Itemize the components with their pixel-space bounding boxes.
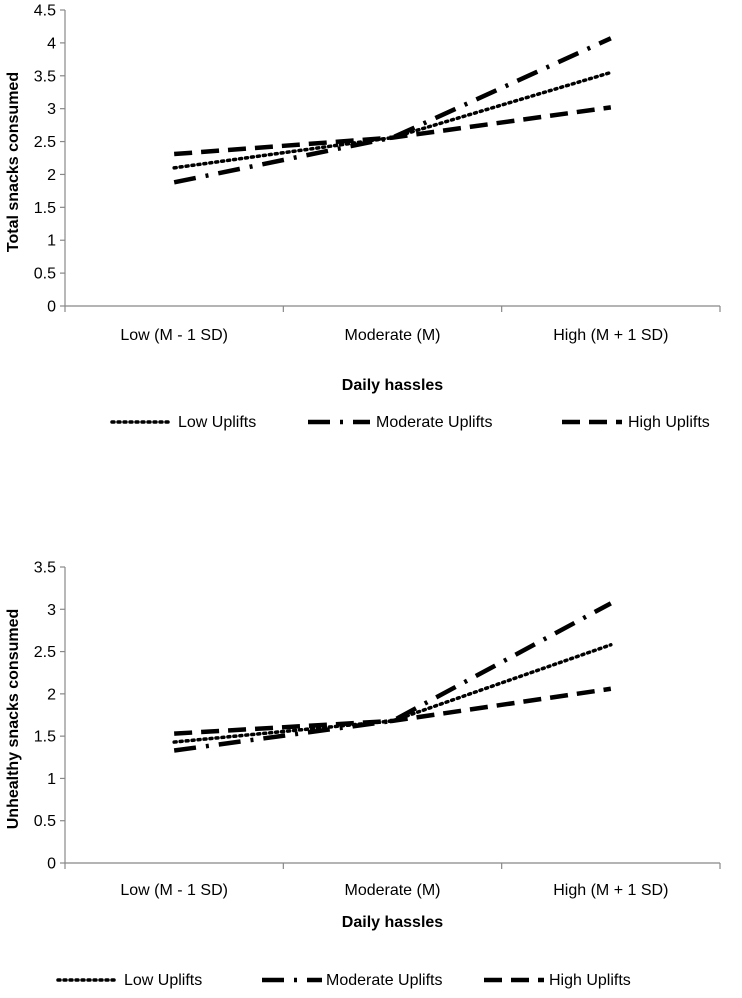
x-tick-label: Low (M - 1 SD) xyxy=(120,882,228,899)
legend-label: Low Uplifts xyxy=(178,414,256,431)
y-tick-label: 2.5 xyxy=(34,134,56,151)
x-tick-label: Low (M - 1 SD) xyxy=(120,327,228,344)
legend-label: High Uplifts xyxy=(549,972,631,989)
y-tick-label: 3 xyxy=(47,101,56,118)
series-line-moderate-uplifts xyxy=(173,36,612,185)
x-axis-title: Daily hassles xyxy=(342,377,444,394)
x-tick-label: High (M + 1 SD) xyxy=(553,882,668,899)
y-tick-label: 3.5 xyxy=(34,68,56,85)
legend-label: High Uplifts xyxy=(628,414,710,431)
x-tick-label: High (M + 1 SD) xyxy=(553,327,668,344)
series-line-high-uplifts xyxy=(174,686,612,736)
legend-label: Moderate Uplifts xyxy=(326,972,443,989)
y-tick-label: 2.5 xyxy=(34,644,56,661)
series-line-low-uplifts xyxy=(172,70,613,170)
y-tick-label: 2 xyxy=(47,167,56,184)
y-axis-title: Total snacks consumed xyxy=(5,72,22,252)
legend-label: Low Uplifts xyxy=(124,972,202,989)
y-tick-label: 3 xyxy=(47,602,56,619)
chart-2: 0 0.5 1 1.5 2 2.5 3 3.5 Low (M - 1 SD) Moderate (… xyxy=(5,560,721,989)
y-tick-label: 0.5 xyxy=(34,266,56,283)
y-tick-label: 1.5 xyxy=(34,200,56,217)
x-tick-label: Moderate (M) xyxy=(344,882,440,899)
y-tick-label: 0 xyxy=(47,299,56,316)
y-tick-label: 1 xyxy=(47,233,56,250)
y-tick-label: 1 xyxy=(47,771,56,788)
x-axis-title: Daily hassles xyxy=(342,914,444,931)
y-tick-label: 3.5 xyxy=(34,560,56,577)
series-line-high-uplifts xyxy=(173,105,612,157)
y-tick-label: 4 xyxy=(47,35,56,52)
y-tick-label: 0.5 xyxy=(34,813,56,830)
x-tick-label: Moderate (M) xyxy=(344,327,440,344)
y-tick-label: 2 xyxy=(47,686,56,703)
chart-1: 0 0.5 1 1.5 2 2.5 3 3.5 4 4.5 Low (M - 1 SD) Modera… xyxy=(5,3,721,431)
legend-label: Moderate Uplifts xyxy=(376,414,493,431)
y-tick-label: 0 xyxy=(47,856,56,873)
y-tick-label: 4.5 xyxy=(34,3,56,20)
y-axis-title: Unhealthy snacks consumed xyxy=(5,609,22,830)
y-tick-label: 1.5 xyxy=(34,729,56,746)
series-line-low-uplifts xyxy=(172,643,613,744)
